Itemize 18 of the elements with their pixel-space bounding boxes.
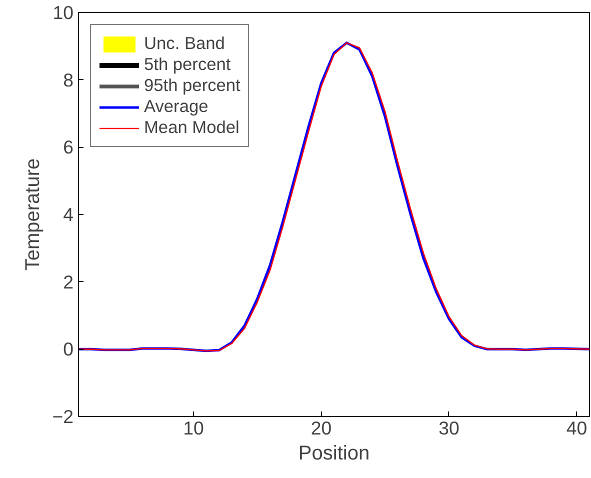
y-tick-label: 4: [63, 204, 74, 225]
x-tick-label: 30: [438, 418, 460, 438]
legend-label: Unc. Band: [144, 33, 225, 54]
legend-label: 95th percent: [144, 75, 240, 96]
y-tick-label: 6: [63, 136, 74, 158]
x-axis-title: Position: [298, 442, 370, 464]
legend-label: Average: [144, 96, 208, 117]
x-tick-label: 10: [183, 418, 204, 438]
y-tick-label: 10: [52, 2, 74, 23]
y-tick-label: 0: [63, 338, 74, 360]
legend-label: Mean Model: [144, 117, 240, 138]
x-tick-label: 20: [310, 418, 332, 438]
y-tick-label: 8: [63, 69, 74, 90]
y-tick-label: −2: [52, 406, 74, 427]
y-axis-title: Temperature: [22, 158, 44, 271]
legend-label: 5th percent: [144, 54, 231, 75]
x-tick-label: 40: [566, 418, 588, 438]
y-tick-label: 2: [63, 271, 74, 292]
